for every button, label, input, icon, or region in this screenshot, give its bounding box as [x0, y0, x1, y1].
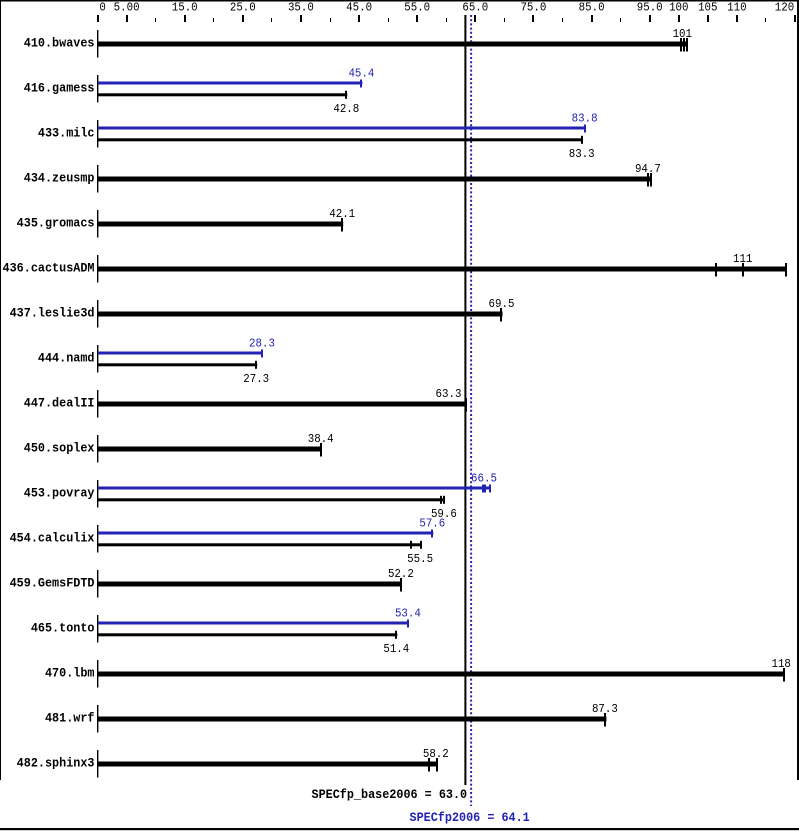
svg-text:447.dealII: 447.dealII [24, 396, 95, 411]
svg-text:453.povray: 453.povray [24, 486, 95, 501]
svg-text:481.wrf: 481.wrf [45, 711, 95, 726]
svg-text:55.0: 55.0 [404, 2, 430, 15]
svg-text:87.3: 87.3 [592, 704, 618, 717]
svg-text:454.calculix: 454.calculix [10, 531, 95, 546]
svg-text:437.leslie3d: 437.leslie3d [10, 306, 95, 321]
svg-text:83.8: 83.8 [572, 113, 598, 126]
svg-text:85.0: 85.0 [579, 2, 605, 15]
svg-text:482.sphinx3: 482.sphinx3 [17, 756, 95, 771]
svg-text:94.7: 94.7 [635, 164, 661, 177]
svg-text:110: 110 [727, 2, 747, 15]
svg-text:SPECfp2006 = 64.1: SPECfp2006 = 64.1 [410, 811, 530, 826]
svg-text:111: 111 [733, 254, 753, 267]
svg-text:470.lbm: 470.lbm [45, 666, 95, 681]
svg-text:444.namd: 444.namd [38, 351, 95, 366]
svg-text:52.2: 52.2 [388, 569, 414, 582]
svg-text:27.3: 27.3 [243, 373, 269, 386]
svg-text:66.5: 66.5 [471, 473, 497, 486]
svg-text:435.gromacs: 435.gromacs [17, 216, 95, 231]
svg-text:436.cactusADM: 436.cactusADM [3, 261, 95, 276]
svg-text:42.1: 42.1 [329, 209, 355, 222]
svg-text:59.6: 59.6 [431, 508, 457, 521]
svg-text:45.4: 45.4 [348, 68, 374, 81]
svg-text:450.soplex: 450.soplex [24, 441, 95, 456]
svg-text:459.GemsFDTD: 459.GemsFDTD [10, 576, 95, 591]
svg-text:63.3: 63.3 [436, 389, 462, 402]
svg-text:45.0: 45.0 [346, 2, 372, 15]
svg-text:118: 118 [771, 659, 791, 672]
svg-text:5.00: 5.00 [114, 2, 140, 15]
svg-text:0: 0 [99, 2, 106, 15]
svg-text:42.8: 42.8 [333, 103, 359, 116]
svg-text:28.3: 28.3 [249, 338, 275, 351]
svg-text:101: 101 [673, 29, 693, 42]
svg-text:120: 120 [775, 2, 795, 15]
svg-text:465.tonto: 465.tonto [31, 621, 95, 636]
svg-text:83.3: 83.3 [569, 148, 595, 161]
svg-text:410.bwaves: 410.bwaves [24, 36, 95, 51]
svg-text:433.milc: 433.milc [38, 126, 95, 141]
svg-text:57.6: 57.6 [419, 518, 445, 531]
svg-text:105: 105 [698, 2, 718, 15]
svg-text:58.2: 58.2 [423, 749, 449, 762]
svg-text:100: 100 [669, 2, 689, 15]
svg-text:416.gamess: 416.gamess [24, 81, 95, 96]
svg-text:35.0: 35.0 [288, 2, 314, 15]
svg-text:95.0: 95.0 [637, 2, 663, 15]
svg-text:38.4: 38.4 [308, 434, 334, 447]
svg-text:434.zeusmp: 434.zeusmp [24, 171, 95, 186]
svg-text:51.4: 51.4 [383, 643, 409, 656]
svg-text:25.0: 25.0 [230, 2, 256, 15]
svg-text:65.0: 65.0 [462, 2, 488, 15]
svg-text:53.4: 53.4 [395, 608, 421, 621]
svg-text:69.5: 69.5 [489, 299, 515, 312]
svg-text:75.0: 75.0 [520, 2, 546, 15]
svg-text:SPECfp_base2006 = 63.0: SPECfp_base2006 = 63.0 [312, 787, 468, 802]
svg-text:55.5: 55.5 [407, 553, 433, 566]
svg-text:15.0: 15.0 [172, 2, 198, 15]
